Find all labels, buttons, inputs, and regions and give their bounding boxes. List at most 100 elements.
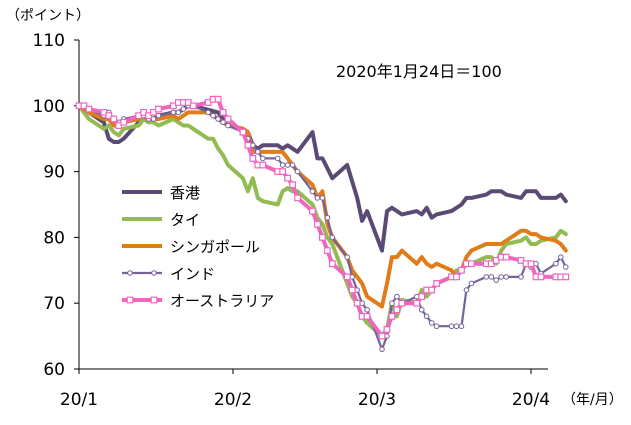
series-5 <box>75 95 570 340</box>
data-point <box>343 273 351 281</box>
legend-item-4: インド <box>122 265 215 283</box>
x-axis-ticks: 20/1 20/2 20/3 20/4 <box>60 369 550 410</box>
y-tick-label: 110 <box>33 31 65 51</box>
x-tick-label: 20/2 <box>214 390 252 410</box>
data-point <box>323 247 331 254</box>
legend-label: シンガポール <box>170 238 260 256</box>
data-point <box>170 109 177 116</box>
data-point <box>518 274 524 280</box>
data-point <box>318 234 326 241</box>
legend-marker <box>126 296 134 304</box>
data-point <box>274 155 281 162</box>
y-unit-label: （ポイント） <box>6 8 90 24</box>
data-point <box>155 105 162 113</box>
data-point <box>363 312 371 320</box>
data-point <box>324 214 331 221</box>
data-point <box>468 280 475 287</box>
data-point <box>314 220 321 228</box>
data-point <box>319 195 326 201</box>
data-point <box>344 254 351 260</box>
data-point <box>418 293 426 301</box>
data-point <box>433 323 440 330</box>
data-point <box>378 332 386 340</box>
data-point <box>458 323 465 330</box>
y-tick-label: 60 <box>43 360 65 380</box>
y-tick-label: 70 <box>43 294 65 314</box>
legend-label: 香港 <box>170 184 200 202</box>
data-point <box>389 300 395 307</box>
data-point <box>294 168 301 175</box>
data-point <box>488 274 495 280</box>
data-point <box>562 264 569 270</box>
data-point <box>205 109 211 116</box>
legend-marker <box>127 270 133 276</box>
data-point <box>428 320 435 326</box>
legend-label: インド <box>170 265 215 283</box>
y-axis-ticks: 60 70 80 90 100 110 <box>33 31 79 380</box>
data-point <box>453 273 460 281</box>
legend-marker <box>151 270 157 276</box>
data-point <box>255 149 261 155</box>
data-point <box>364 306 370 313</box>
x-unit-label: （年/月） <box>562 392 623 408</box>
data-point <box>379 346 385 353</box>
x-tick-label: 20/4 <box>512 390 550 410</box>
legend-item-3: シンガポール <box>122 238 260 256</box>
data-point <box>502 253 510 261</box>
series-2 <box>77 103 568 339</box>
data-point <box>225 122 231 129</box>
data-point <box>289 181 296 189</box>
data-point <box>562 273 570 281</box>
data-point <box>328 260 336 268</box>
data-point <box>309 188 316 195</box>
data-point <box>553 260 559 267</box>
y-tick-label: 80 <box>43 228 65 248</box>
data-point <box>314 195 321 201</box>
data-point <box>224 115 232 123</box>
data-point <box>498 274 504 280</box>
data-point <box>433 280 441 287</box>
data-point <box>483 274 490 280</box>
data-point <box>398 299 406 307</box>
legend-item-2: タイ <box>122 211 200 229</box>
data-point <box>110 115 118 123</box>
data-point <box>214 95 222 103</box>
data-point <box>210 112 216 119</box>
data-point <box>189 102 197 110</box>
x-tick-label: 20/1 <box>60 390 98 410</box>
data-point <box>527 260 535 268</box>
data-point <box>294 194 301 202</box>
data-point <box>180 106 187 112</box>
data-point <box>353 299 361 307</box>
data-point <box>458 266 465 274</box>
chart-annotation: 2020年1月24日＝100 <box>336 62 502 81</box>
data-point <box>259 155 266 162</box>
legend-item-1: 香港 <box>122 184 200 202</box>
data-point <box>289 162 296 168</box>
data-point <box>383 326 391 333</box>
series-line <box>77 103 568 339</box>
data-point <box>418 306 425 313</box>
data-point <box>393 306 401 314</box>
data-point <box>329 234 336 241</box>
data-point <box>244 141 252 149</box>
data-point <box>85 105 93 113</box>
x-tick-label: 20/3 <box>358 390 396 410</box>
data-point <box>175 109 182 116</box>
data-point <box>503 274 509 280</box>
data-point <box>448 323 455 330</box>
y-tick-label: 90 <box>43 163 65 183</box>
data-point <box>467 260 475 268</box>
data-point <box>284 162 291 168</box>
legend-label: タイ <box>170 211 200 229</box>
y-tick-label: 100 <box>33 97 65 117</box>
data-point <box>463 287 470 293</box>
data-point <box>259 161 267 169</box>
data-point <box>249 155 257 162</box>
data-point <box>493 277 500 283</box>
legend-label: オーストラリア <box>170 292 274 310</box>
legend-marker <box>150 296 158 304</box>
series-layer <box>75 95 570 353</box>
series-3 <box>77 103 568 309</box>
